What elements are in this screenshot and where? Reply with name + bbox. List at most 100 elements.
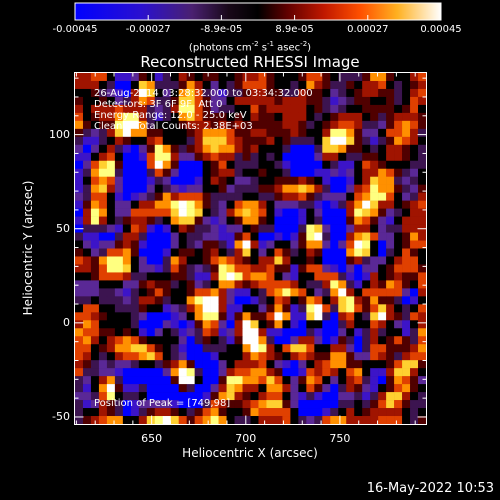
heatmap-cell (186, 208, 195, 217)
heatmap-cell (202, 144, 211, 154)
heatmap-cell (402, 80, 411, 90)
heatmap-cell (194, 368, 203, 377)
heatmap-cell (82, 232, 92, 241)
heatmap-cell (314, 96, 323, 106)
heatmap-cell (250, 360, 259, 369)
heatmap-cell (330, 328, 339, 337)
heatmap-cell (138, 104, 148, 114)
heatmap-cell (306, 288, 315, 297)
heatmap-cell (106, 344, 116, 353)
heatmap-cell (282, 152, 291, 162)
heatmap-cell (194, 272, 203, 281)
heatmap-cell (378, 224, 387, 233)
heatmap-cell (282, 264, 291, 273)
heatmap-cell (226, 368, 235, 377)
heatmap-cell (378, 80, 387, 90)
heatmap-cell (114, 96, 124, 106)
heatmap-cell (258, 128, 267, 138)
heatmap-cell (314, 224, 323, 233)
heatmap-cell (306, 328, 315, 337)
heatmap-cell (258, 152, 267, 162)
heatmap-cell (418, 256, 427, 265)
heatmap-cell (82, 256, 92, 265)
heatmap-cell (186, 224, 195, 233)
heatmap-cell (130, 160, 140, 170)
heatmap-cell (314, 352, 323, 361)
heatmap-cell (186, 352, 195, 361)
heatmap-cell (114, 224, 124, 233)
heatmap-cell (330, 224, 339, 233)
heatmap-cell (202, 128, 211, 138)
heatmap-cell (306, 96, 315, 106)
heatmap-cell (242, 344, 251, 353)
heatmap-cell (130, 88, 140, 98)
heatmap-cell (290, 392, 299, 401)
heatmap-cell (138, 144, 148, 154)
heatmap-cell (354, 344, 363, 353)
heatmap-cell (354, 264, 363, 273)
heatmap-cell (386, 304, 395, 313)
heatmap-cell (402, 392, 411, 401)
heatmap-cell (386, 384, 395, 393)
heatmap-cell (322, 320, 331, 329)
heatmap-cell (130, 392, 140, 401)
heatmap-cell (370, 400, 379, 409)
heatmap-cell (242, 112, 251, 122)
heatmap-cell (394, 328, 403, 337)
heatmap-cell (234, 128, 243, 138)
heatmap-cell (218, 344, 227, 353)
heatmap-cell (250, 296, 259, 305)
heatmap-cell (186, 184, 195, 193)
heatmap-cell (106, 136, 116, 146)
heatmap-cell (346, 320, 355, 329)
heatmap-cell (410, 144, 419, 154)
heatmap-cell (146, 352, 156, 361)
heatmap-cell (218, 336, 227, 345)
heatmap-cell (282, 160, 291, 170)
heatmap-cell (122, 176, 132, 185)
heatmap-cell (306, 400, 315, 409)
heatmap-cell (242, 400, 251, 409)
heatmap-cell (410, 400, 419, 409)
heatmap-cell (418, 320, 427, 329)
colorbar-unit-exp1: -2 (251, 40, 259, 48)
heatmap-cell (242, 256, 251, 265)
heatmap-cell (138, 304, 148, 313)
heatmap-cell (194, 136, 203, 146)
heatmap-cell (234, 104, 243, 114)
heatmap-cell (298, 272, 307, 281)
heatmap-cell (242, 376, 251, 385)
heatmap-cell (82, 136, 92, 146)
heatmap-cell (162, 408, 172, 417)
heatmap-cell (394, 272, 403, 281)
heatmap-cell (226, 144, 235, 154)
heatmap-cell (266, 392, 275, 401)
heatmap-cell (346, 280, 355, 289)
heatmap-cell (138, 168, 148, 178)
heatmap-cell (274, 200, 283, 209)
heatmap-cell (290, 200, 299, 209)
heatmap-cell (146, 184, 156, 193)
heatmap-cell (98, 312, 108, 321)
heatmap-cell (210, 296, 219, 305)
heatmap-cell (418, 408, 427, 417)
heatmap-cell (370, 136, 379, 146)
heatmap-cell (322, 336, 331, 345)
heatmap-cell (410, 304, 419, 313)
heatmap-cell (210, 73, 219, 82)
heatmap-cell (394, 120, 403, 130)
heatmap-cell (274, 312, 283, 321)
heatmap-cell (194, 200, 203, 209)
heatmap-cell (362, 360, 371, 369)
heatmap-cell (98, 400, 108, 409)
heatmap-cell (75, 152, 84, 162)
heatmap-cell (298, 352, 307, 361)
heatmap-cell (346, 256, 355, 265)
heatmap-cell (106, 248, 116, 257)
heatmap-cell (322, 352, 331, 361)
heatmap-cell (298, 256, 307, 265)
heatmap-cell (418, 200, 427, 209)
heatmap-cell (226, 192, 235, 201)
heatmap-cell (146, 280, 156, 289)
heatmap-cell (274, 192, 283, 201)
